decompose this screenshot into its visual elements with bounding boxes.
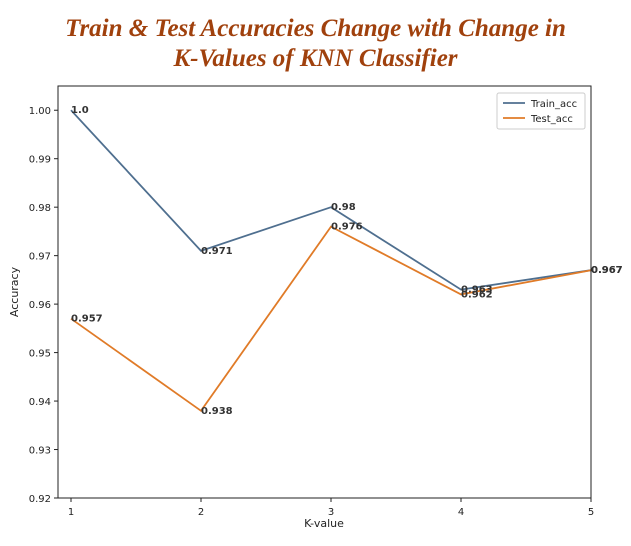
x-tick-label: 4: [458, 507, 464, 518]
x-axis-label: K-value: [304, 517, 344, 530]
x-tick-label: 5: [588, 507, 594, 518]
chart-title: Train & Test Accuracies Change with Chan…: [0, 14, 631, 74]
data-label: 1.0: [71, 105, 89, 116]
chart-title-line-1: Train & Test Accuracies Change with Chan…: [65, 15, 566, 42]
y-tick-label: 0.97: [29, 252, 51, 263]
data-label: 0.976: [331, 222, 363, 233]
legend: Train_acc Test_acc: [496, 92, 586, 130]
x-tick-label: 1: [68, 507, 74, 518]
x-axis: 1 2 3 4 5: [68, 498, 594, 518]
y-tick-label: 0.98: [29, 203, 51, 214]
legend-label: Train_acc: [530, 99, 577, 110]
plot-frame: [57, 85, 592, 499]
y-tick-label: 0.99: [29, 155, 51, 166]
y-tick-label: 0.93: [29, 446, 51, 457]
series-line-test-acc: [70, 225, 592, 413]
y-tick-label: 0.96: [29, 300, 51, 311]
data-label: 0.963: [461, 285, 493, 296]
x-tick-label: 3: [328, 507, 334, 518]
data-label: 0.962: [461, 289, 493, 300]
y-tick-label: 0.92: [29, 494, 51, 505]
y-tick-label: 0.95: [29, 349, 51, 360]
chart-title-line-2: K-Values of KNN Classifier: [173, 45, 458, 72]
y-tick-label: 1.00: [29, 106, 51, 117]
series-layer: [70, 109, 592, 413]
data-label: 0.967: [591, 265, 623, 276]
legend-label: Test_acc: [530, 114, 573, 125]
series-line-train-acc: [70, 109, 592, 291]
y-axis-label: Accuracy: [8, 266, 21, 317]
data-label: 0.957: [71, 314, 103, 325]
data-label: 0.971: [201, 246, 233, 257]
x-tick-label: 2: [198, 507, 204, 518]
data-label: 0.98: [331, 202, 356, 213]
y-axis: 0.92 0.93 0.94 0.95 0.96 0.97 0.98 0.99 1.00: [29, 106, 58, 505]
data-label: 0.938: [201, 406, 233, 417]
data-labels-layer: 1.0 0.971 0.98 0.963 0.967 0.957 0.938 0.976 0.9…: [71, 105, 623, 417]
legend-box: [496, 92, 586, 130]
y-tick-label: 0.94: [29, 397, 51, 408]
data-label: 0.967: [591, 265, 623, 276]
